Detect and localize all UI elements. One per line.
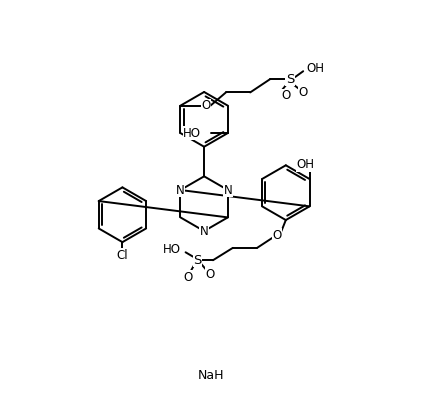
Text: O: O	[298, 86, 308, 99]
Text: HO: HO	[183, 127, 201, 139]
Text: O: O	[281, 89, 290, 102]
Text: O: O	[205, 268, 215, 281]
Text: OH: OH	[307, 62, 325, 75]
Text: OH: OH	[296, 158, 314, 171]
Text: N: N	[224, 183, 232, 197]
Text: HO: HO	[163, 243, 181, 256]
Text: S: S	[286, 73, 294, 86]
Text: N: N	[200, 224, 208, 238]
Text: O: O	[272, 229, 282, 242]
Text: Cl: Cl	[116, 249, 128, 262]
Text: N: N	[176, 183, 185, 197]
Text: O: O	[202, 99, 211, 112]
Text: O: O	[183, 270, 192, 284]
Text: S: S	[194, 254, 202, 267]
Text: NaH: NaH	[198, 370, 224, 382]
